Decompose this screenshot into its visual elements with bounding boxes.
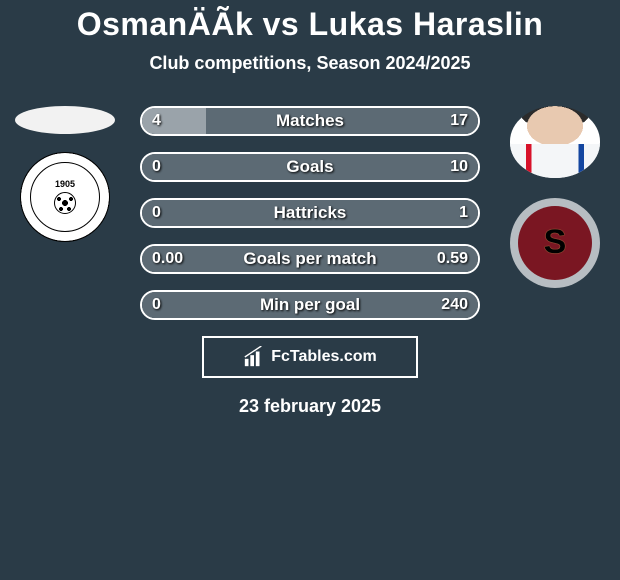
stat-bar: 0240Min per goal (140, 290, 480, 320)
player-left-photo (15, 106, 115, 134)
stat-bar: 010Goals (140, 152, 480, 182)
brand-text: FcTables.com (271, 348, 377, 366)
sparta-s-icon: S (544, 224, 567, 261)
stat-label: Goals (142, 154, 478, 180)
date-text: 23 february 2025 (0, 396, 620, 417)
soccer-ball-icon (54, 192, 76, 214)
stat-label: Hattricks (142, 200, 478, 226)
player-left-club-year: 1905 (55, 180, 75, 190)
player-left-column: 1905 (10, 106, 120, 242)
player-left-club-logo: 1905 (20, 152, 110, 242)
comparison-stage: 1905 S 417Matches 010Goals 01Hattricks 0.00… (0, 106, 620, 320)
stat-bar: 0.000.59Goals per match (140, 244, 480, 274)
stat-label: Min per goal (142, 292, 478, 318)
stat-label: Matches (142, 108, 478, 134)
stat-bar: 01Hattricks (140, 198, 480, 228)
player-right-photo (510, 106, 600, 178)
subtitle: Club competitions, Season 2024/2025 (0, 53, 620, 74)
bar-chart-icon (243, 346, 265, 368)
brand-badge: FcTables.com (202, 336, 418, 378)
stat-bar: 417Matches (140, 106, 480, 136)
player-right-club-logo: S (510, 198, 600, 288)
page-title: OsmanÄÃ­k vs Lukas Haraslin (0, 0, 620, 43)
stat-bars: 417Matches 010Goals 01Hattricks 0.000.59Goa… (140, 106, 480, 320)
player-right-column: S (500, 106, 610, 288)
stat-label: Goals per match (142, 246, 478, 272)
